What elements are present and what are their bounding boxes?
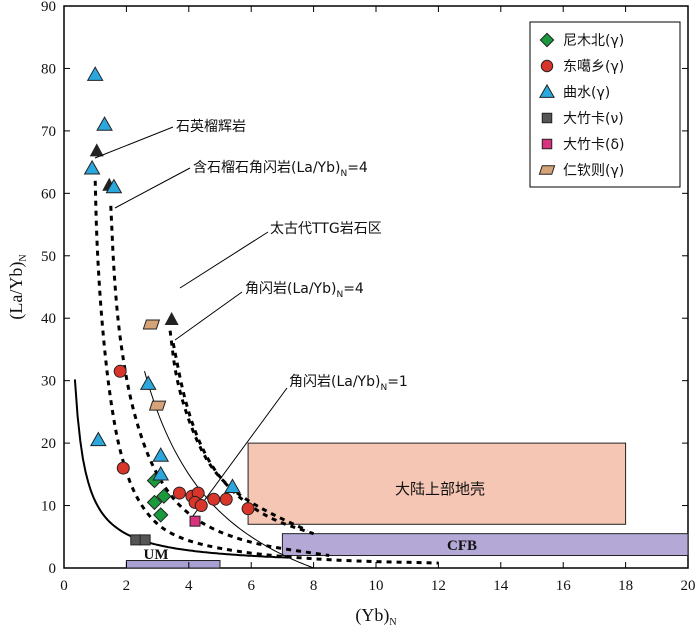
y-tick-label: 80 xyxy=(41,61,56,77)
y-tick-label: 40 xyxy=(41,311,56,327)
data-points xyxy=(83,66,255,546)
upper-crust-field xyxy=(247,442,627,525)
data-point-diamond xyxy=(146,494,163,511)
x-axis-title: (Yb)N xyxy=(355,605,396,628)
data-point-circle xyxy=(219,492,233,506)
x-tick-label: 6 xyxy=(247,578,255,594)
data-point-triangle xyxy=(139,375,157,390)
garnet-pyroxenite-melting-curve xyxy=(93,180,439,565)
x-tick-label: 8 xyxy=(310,578,318,594)
annotation-garnet-pyroxenite: 石英榴辉岩 xyxy=(176,118,246,135)
legend-marker-circle xyxy=(540,59,554,73)
data-point-circle xyxy=(241,502,255,516)
data-point-triangle xyxy=(224,478,241,493)
annotation-garnet-amphibolite: 含石榴石角闪岩(La/Yb)N=4 xyxy=(193,160,368,179)
x-tick-label: 4 xyxy=(185,578,193,594)
upper-crust-label: 大陆上部地壳 xyxy=(395,480,485,498)
legend-marker-diamond xyxy=(539,32,555,48)
data-point-circle xyxy=(207,492,221,506)
leader-line xyxy=(179,231,269,289)
legend-marker-square xyxy=(541,112,553,124)
x-tick-label: 14 xyxy=(493,578,509,594)
cfb-label: CFB xyxy=(447,538,477,554)
x-tick-label: 10 xyxy=(369,578,384,594)
x-tick-label: 16 xyxy=(556,578,572,594)
leader-line xyxy=(174,291,243,341)
legend-label: 东噶乡(γ) xyxy=(563,59,624,75)
x-tick-label: 12 xyxy=(431,578,446,594)
y-tick-label: 30 xyxy=(41,374,56,390)
data-point-diamond xyxy=(153,507,169,523)
y-tick-label: 20 xyxy=(41,436,56,452)
data-point-circle xyxy=(113,364,127,378)
data-point-triangle xyxy=(86,66,104,81)
annotation-amphibolite-1: 角闪岩(La/Yb)N=1 xyxy=(289,374,408,393)
annotation-ttg: 太古代TTG岩石区 xyxy=(270,221,382,237)
x-tick-label: 0 xyxy=(60,578,68,594)
axis-ticks: 0 2 4 6 8 10 12 14 16 18 20 0 10 20 30 40 50 60 70 80 90 xyxy=(41,0,696,594)
um-field xyxy=(125,560,221,569)
y-tick-label: 70 xyxy=(41,124,56,140)
y-tick-label: 0 xyxy=(49,561,57,577)
reference-curves xyxy=(73,180,439,568)
legend-label: 大竹卡(δ) xyxy=(563,137,625,153)
data-point-square xyxy=(189,515,201,527)
data-point-triangle xyxy=(83,159,101,175)
legend-label: 曲水(γ) xyxy=(563,85,610,101)
legend-marker-triangle xyxy=(539,83,555,98)
leader-line xyxy=(114,167,191,209)
data-point-triangle xyxy=(105,178,123,194)
data-point-triangle xyxy=(152,465,170,481)
data-point-triangle xyxy=(152,447,170,462)
legend-box xyxy=(529,21,681,188)
y-tick-label: 90 xyxy=(41,0,56,15)
x-tick-label: 18 xyxy=(618,578,633,594)
data-point-parallelogram xyxy=(142,319,161,330)
y-tick-label: 60 xyxy=(41,186,56,202)
cfb-field xyxy=(281,533,689,557)
legend-label: 大竹卡(ν) xyxy=(563,111,624,127)
data-point-circle xyxy=(172,486,186,500)
arrow-head-icon xyxy=(164,311,179,325)
amphibolite-1-melting-curve xyxy=(168,330,309,532)
mantle-array-curve xyxy=(73,379,289,559)
data-point-triangle xyxy=(89,431,107,447)
leader-line xyxy=(189,387,288,521)
y-tick-label: 10 xyxy=(41,499,56,515)
legend-label: 尼木北(γ) xyxy=(563,33,624,49)
data-point-square xyxy=(139,534,151,546)
data-point-parallelogram xyxy=(148,400,167,411)
leader-line xyxy=(94,126,174,159)
data-point-circle xyxy=(194,499,208,513)
data-point-circle xyxy=(116,461,130,475)
annotation-amphibolite-4: 角闪岩(La/Yb)N=4 xyxy=(245,281,364,300)
data-point-diamond xyxy=(156,488,172,504)
y-tick-label: 50 xyxy=(41,249,56,265)
x-tick-label: 2 xyxy=(123,578,131,594)
amphibolite-4-melting-curve xyxy=(171,342,315,536)
data-point-square xyxy=(130,534,142,546)
arrow-head-icon xyxy=(89,143,104,157)
legend-marker-square xyxy=(541,138,553,150)
legend: 尼木北(γ) 东噶乡(γ) 曲水(γ) 大竹卡(ν) 大竹卡(δ) 仁钦则(γ) xyxy=(538,32,625,179)
legend-marker-parallelogram xyxy=(538,165,556,175)
data-point-triangle xyxy=(96,116,113,131)
x-tick-label: 20 xyxy=(681,578,696,594)
um-label: UM xyxy=(144,547,169,563)
legend-label: 仁钦则(γ) xyxy=(563,163,624,179)
y-axis-title: (La/Yb)N xyxy=(6,254,29,319)
